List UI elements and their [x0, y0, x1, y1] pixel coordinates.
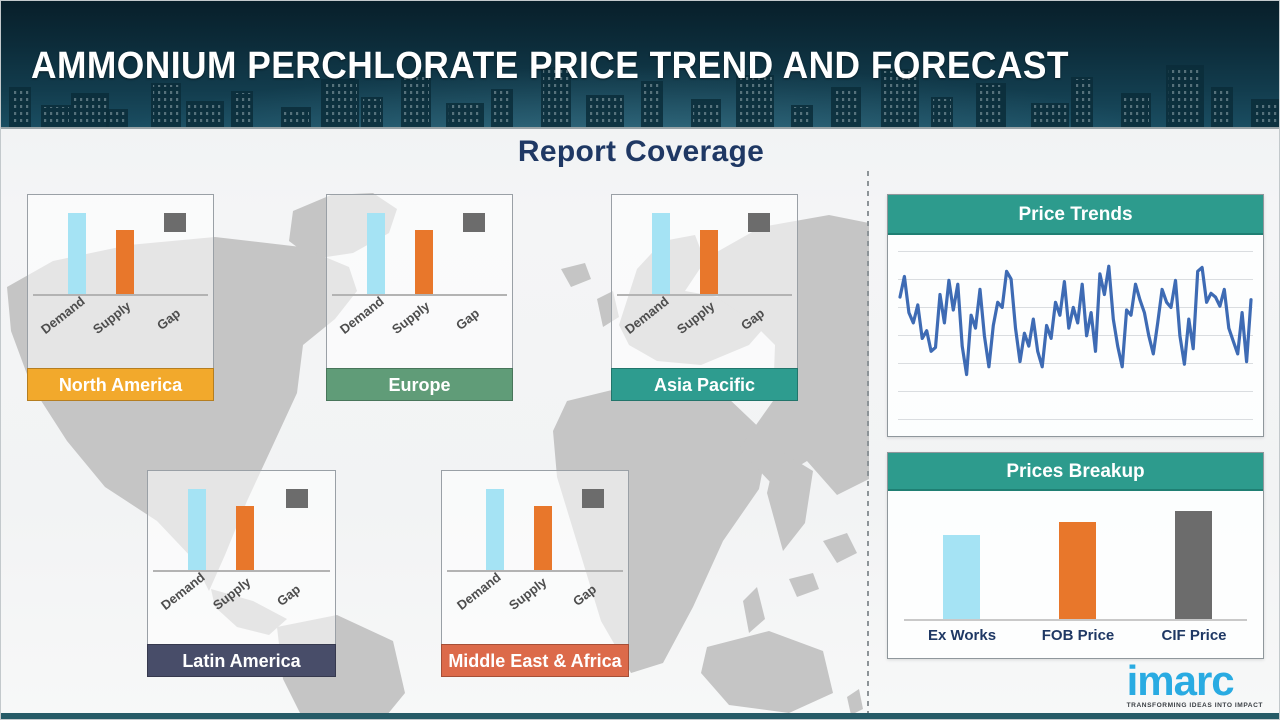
- ex-works-bar: [943, 535, 980, 619]
- imarc-logo: imarc TRANSFORMING IDEAS INTO IMPACT: [1126, 657, 1263, 710]
- price-trends-header: Price Trends: [888, 195, 1263, 235]
- demand-bar: [652, 213, 670, 294]
- axis-line: [447, 570, 623, 572]
- axis-label-gap: Gap: [453, 305, 483, 333]
- region-card-middle-east-africa: Demand Supply Gap Middle East & Africa: [441, 470, 629, 677]
- ex-works-label: Ex Works: [927, 627, 997, 644]
- axis-label-demand: Demand: [38, 293, 88, 337]
- prices-breakup-panel: Prices Breakup Ex Works FOB Price CIF Pr…: [887, 452, 1264, 659]
- region-name-badge: Middle East & Africa: [441, 644, 629, 677]
- region-name-badge: Latin America: [147, 644, 336, 677]
- imarc-logo-text: imarc: [1126, 657, 1235, 704]
- axis-label-supply: Supply: [210, 574, 254, 613]
- chart-baseline: [904, 619, 1247, 621]
- axis-label-gap: Gap: [154, 305, 184, 333]
- supply-bar: [700, 230, 718, 294]
- bottom-accent-strip: [1, 713, 1279, 719]
- axis-label-demand: Demand: [622, 293, 672, 337]
- demand-bar: [367, 213, 385, 294]
- region-name-badge: North America: [27, 368, 214, 401]
- region-mini-chart: Demand Supply Gap: [611, 194, 798, 368]
- axis-label-gap: Gap: [738, 305, 768, 333]
- demand-bar: [486, 489, 504, 570]
- cif-price-label: CIF Price: [1161, 627, 1227, 644]
- region-card-latin-america: Demand Supply Gap Latin America: [147, 470, 336, 677]
- region-name-badge: Europe: [326, 368, 513, 401]
- cif-price-bar: [1175, 511, 1212, 619]
- axis-line: [33, 294, 208, 296]
- axis-label-supply: Supply: [674, 298, 718, 337]
- page-title: AMMONIUM PERCHLORATE PRICE TREND AND FOR…: [31, 45, 1069, 87]
- divider-dashed-line: [867, 171, 869, 715]
- gap-square-marker: [748, 213, 770, 232]
- supply-bar: [415, 230, 433, 294]
- price-trends-chart: [888, 235, 1263, 436]
- prices-breakup-header: Prices Breakup: [888, 453, 1263, 491]
- axis-label-gap: Gap: [570, 581, 600, 609]
- header-banner: AMMONIUM PERCHLORATE PRICE TREND AND FOR…: [1, 1, 1279, 129]
- axis-line: [617, 294, 792, 296]
- supply-bar: [534, 506, 552, 570]
- region-card-asia-pacific: Demand Supply Gap Asia Pacific: [611, 194, 798, 401]
- supply-bar: [236, 506, 254, 570]
- price-trend-line: [898, 264, 1253, 377]
- axis-label-supply: Supply: [506, 574, 550, 613]
- fob-price-label: FOB Price: [1041, 627, 1115, 644]
- demand-bar: [68, 213, 86, 294]
- axis-label-demand: Demand: [337, 293, 387, 337]
- gap-square-marker: [463, 213, 485, 232]
- axis-label-gap: Gap: [274, 581, 304, 609]
- supply-bar: [116, 230, 134, 294]
- fob-price-bar: [1059, 522, 1096, 619]
- city-skyline-icon: [9, 65, 1279, 127]
- price-trends-panel: Price Trends: [887, 194, 1264, 437]
- gap-square-marker: [164, 213, 186, 232]
- region-name-badge: Asia Pacific: [611, 368, 798, 401]
- region-mini-chart: Demand Supply Gap: [441, 470, 629, 644]
- region-mini-chart: Demand Supply Gap: [147, 470, 336, 644]
- region-card-europe: Demand Supply Gap Europe: [326, 194, 513, 401]
- gap-square-marker: [286, 489, 308, 508]
- region-mini-chart: Demand Supply Gap: [326, 194, 513, 368]
- region-card-north-america: Demand Supply Gap North America: [27, 194, 214, 401]
- imarc-logo-tagline: TRANSFORMING IDEAS INTO IMPACT: [1126, 702, 1263, 709]
- axis-label-supply: Supply: [90, 298, 134, 337]
- prices-breakup-chart: Ex Works FOB Price CIF Price: [888, 491, 1263, 658]
- region-mini-chart: Demand Supply Gap: [27, 194, 214, 368]
- axis-line: [153, 570, 330, 572]
- axis-line: [332, 294, 507, 296]
- axis-label-demand: Demand: [454, 569, 504, 613]
- axis-label-demand: Demand: [158, 569, 208, 613]
- axis-label-supply: Supply: [389, 298, 433, 337]
- section-title: Report Coverage: [517, 135, 765, 168]
- gap-square-marker: [582, 489, 604, 508]
- demand-bar: [188, 489, 206, 570]
